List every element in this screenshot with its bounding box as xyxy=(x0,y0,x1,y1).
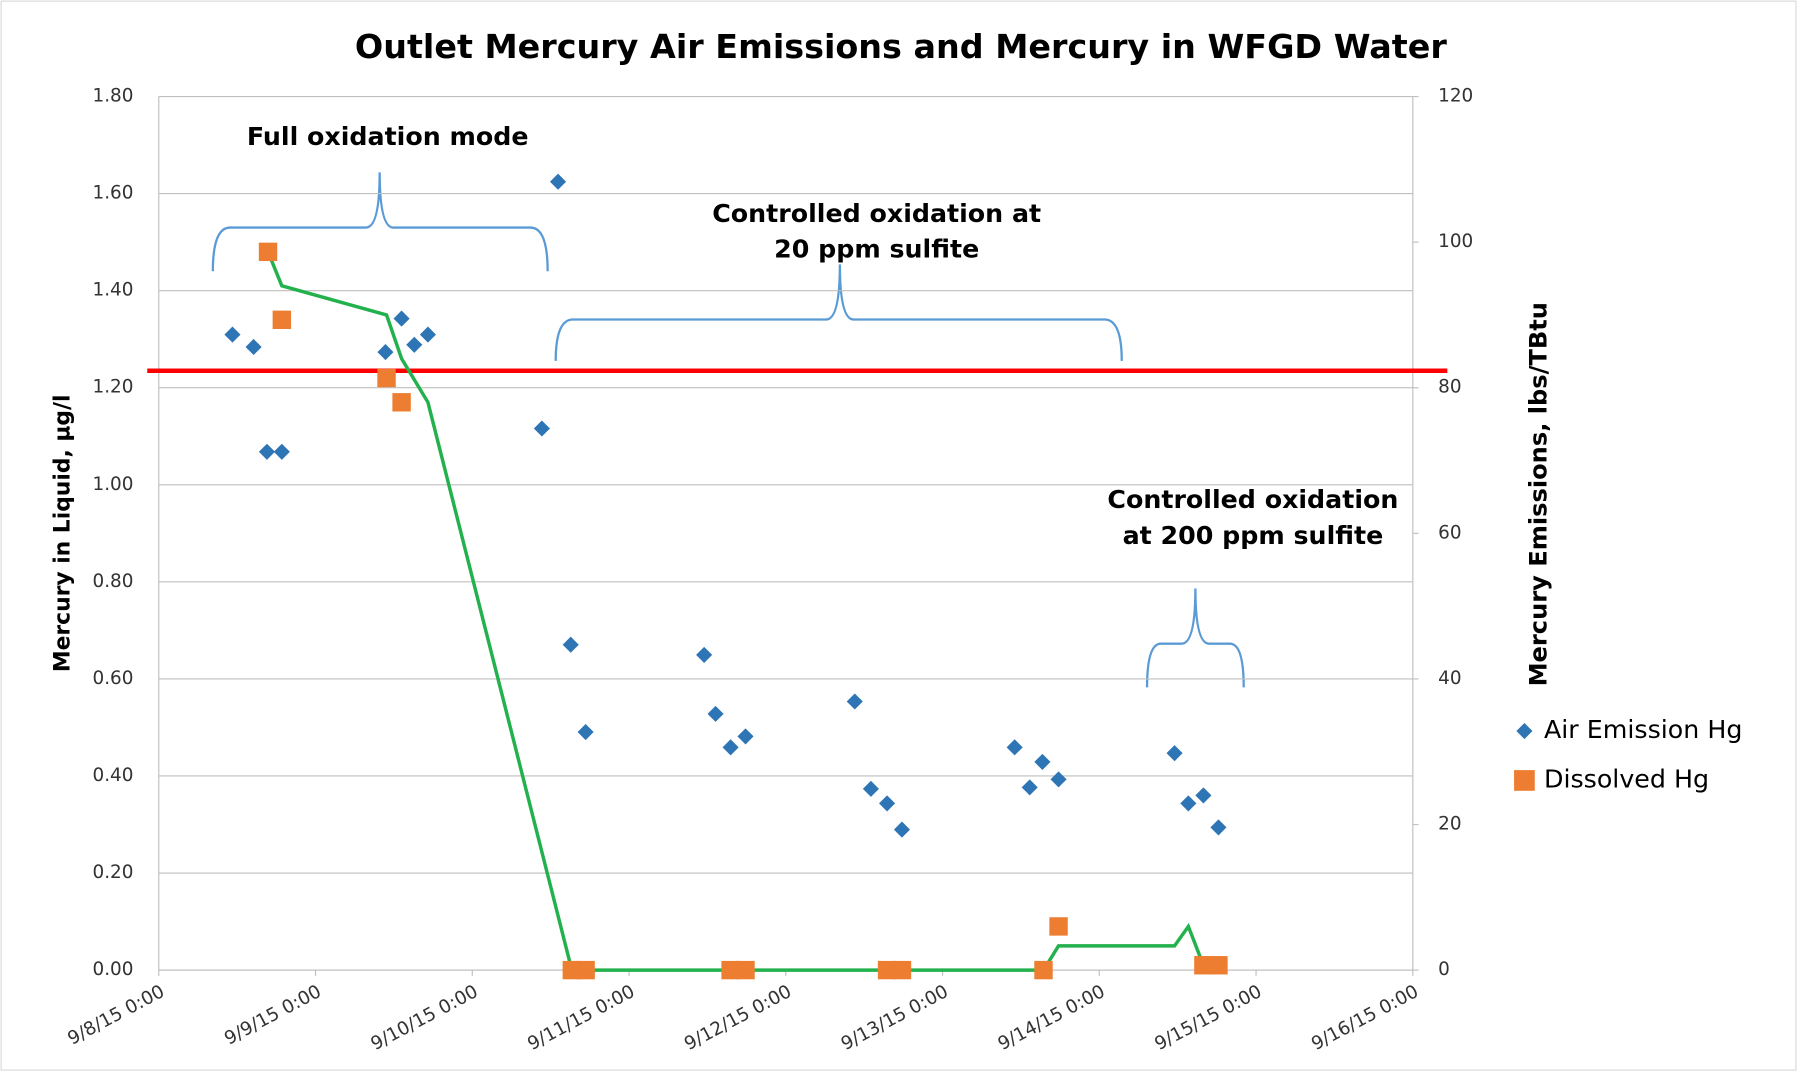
data-point xyxy=(707,705,724,722)
annotation: Controlled oxidation xyxy=(1107,485,1398,514)
data-point xyxy=(846,693,863,710)
y2-tick-label: 100 xyxy=(1438,231,1473,252)
y-axis-title: Mercury in Liquid, µg/l xyxy=(50,395,75,673)
y2-tick-label: 0 xyxy=(1438,959,1450,980)
annotation: Controlled oxidation at xyxy=(712,199,1041,228)
data-point xyxy=(393,310,410,327)
data-point xyxy=(1049,917,1068,936)
data-point xyxy=(877,960,897,980)
brace xyxy=(1145,588,1245,688)
data-point xyxy=(419,326,436,343)
data-point xyxy=(736,960,755,980)
y-tick-label: 1.80 xyxy=(93,86,134,107)
data-point xyxy=(577,724,594,741)
data-point xyxy=(392,393,411,412)
data-point xyxy=(1194,956,1213,975)
data-point xyxy=(1209,956,1228,975)
y2-tick-label: 120 xyxy=(1438,86,1473,107)
data-point xyxy=(549,173,567,190)
y-tick-label: 1.00 xyxy=(93,474,134,495)
data-point xyxy=(533,420,550,437)
y-tick-label: 0.60 xyxy=(93,668,134,689)
data-point xyxy=(1195,787,1212,804)
data-point xyxy=(272,310,292,329)
y2-tick-label: 40 xyxy=(1438,668,1461,689)
data-point xyxy=(1006,739,1023,756)
legend-label: Air Emission Hg xyxy=(1544,715,1742,744)
data-point xyxy=(1180,795,1197,812)
y-tick-label: 0.80 xyxy=(93,571,134,592)
y2-axis-title: Mercury Emissions, lbs/TBtu xyxy=(1524,302,1552,686)
data-point xyxy=(879,795,896,812)
brace xyxy=(211,172,549,272)
y2-tick-label: 20 xyxy=(1438,814,1461,835)
data-point xyxy=(1210,819,1227,836)
data-point xyxy=(696,646,713,663)
data-point xyxy=(862,780,879,797)
data-point xyxy=(1034,753,1051,770)
data-point xyxy=(258,443,275,460)
data-point xyxy=(377,344,394,361)
data-point xyxy=(224,326,241,343)
y2-tick-label: 60 xyxy=(1438,522,1461,543)
data-point xyxy=(737,728,754,745)
y-tick-label: 0.40 xyxy=(93,765,134,786)
data-point xyxy=(893,821,911,838)
annotation: Full oxidation mode xyxy=(247,122,529,151)
data-point xyxy=(406,336,423,353)
brace xyxy=(554,264,1123,361)
data-point xyxy=(722,739,739,756)
y-tick-label: 0.20 xyxy=(93,862,134,883)
legend-marker xyxy=(1514,770,1535,791)
data-point xyxy=(892,960,912,980)
data-point xyxy=(273,443,290,460)
chart-title: Outlet Mercury Air Emissions and Mercury… xyxy=(355,27,1447,66)
y2-tick-label: 80 xyxy=(1438,377,1461,398)
data-point xyxy=(245,338,262,356)
y-tick-label: 1.20 xyxy=(93,377,134,398)
y-tick-label: 0.00 xyxy=(93,959,134,980)
legend-label: Dissolved Hg xyxy=(1544,764,1709,793)
data-point xyxy=(576,960,595,980)
annotation: at 200 ppm sulfite xyxy=(1123,521,1384,550)
data-point xyxy=(721,960,740,980)
data-point xyxy=(1034,960,1053,980)
data-point xyxy=(377,368,396,388)
y-tick-label: 1.60 xyxy=(93,183,134,204)
data-point xyxy=(258,242,278,262)
data-point xyxy=(562,636,579,653)
annotation: 20 ppm sulfite xyxy=(774,235,979,264)
y-tick-label: 1.40 xyxy=(93,280,134,301)
